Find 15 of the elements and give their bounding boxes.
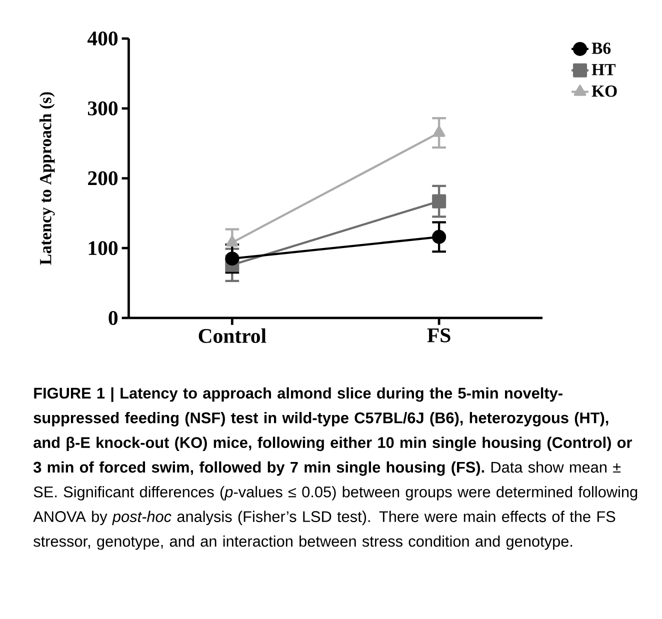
x-tick-label: FS — [427, 328, 450, 342]
y-tick-label: 100 — [88, 241, 118, 256]
legend-label: KO — [592, 85, 617, 97]
y-axis-title: Latency to Approach (s) — [39, 92, 55, 265]
y-tick-label: 400 — [87, 31, 118, 46]
legend-label: B6 — [592, 42, 611, 54]
point — [225, 251, 240, 266]
legend-label: HT — [592, 64, 616, 76]
point — [432, 194, 446, 208]
y-tick-label: 200 — [88, 171, 118, 186]
y-tick-label: 300 — [88, 101, 118, 116]
point — [432, 230, 446, 244]
y-tick-label: 0 — [108, 310, 118, 325]
x-tick-label: Control — [198, 328, 266, 343]
text: FIGURE 1 | Latency to approach almond slice during the 5-min novelty-suppressed feeding (NSF) test in wild-type C57BL/6J (B6), heterozygous (HT), and β-E knock-out (KO) mice, following either 10 min single housing (Control) or 3 min of forced swim, followed by 7 min single housing (FS). Data show mean ± SE. Significant differences (p-values ≤ 0.05) between groups were determined following ANOVA by post-hoc analysis (Fisher’s LSD test). There were main effects of the FS stressor, genotype, and an interaction between stress condition and genotype. — [33, 387, 638, 550]
